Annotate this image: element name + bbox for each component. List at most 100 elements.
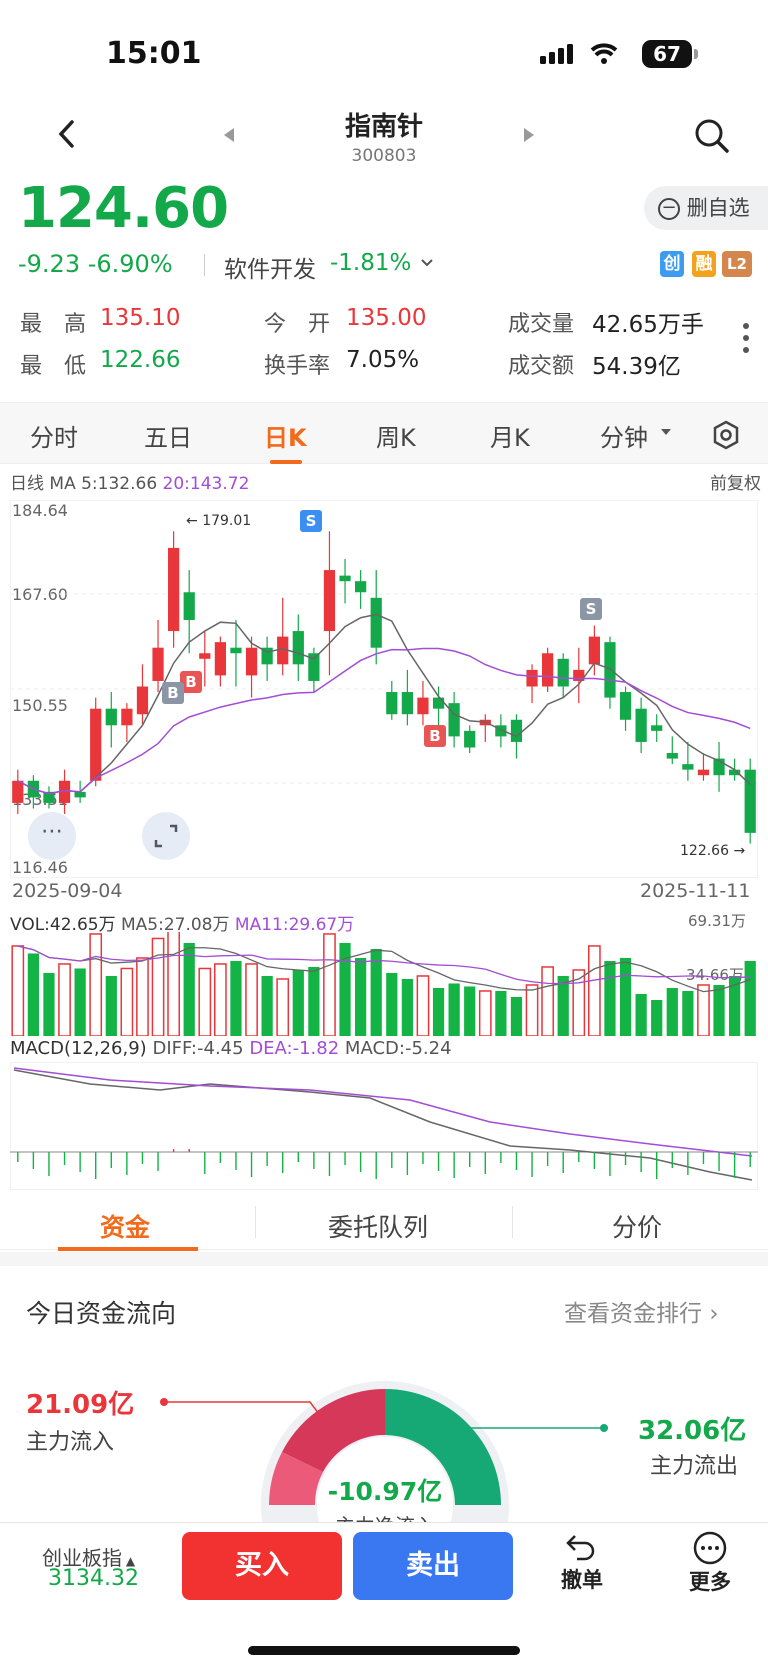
volume-bar: [43, 972, 55, 1036]
candle-body: [230, 647, 242, 654]
more-options-button[interactable]: ⋯: [28, 812, 76, 860]
candle-body: [370, 597, 382, 648]
tab-fund[interactable]: 资金: [100, 1213, 151, 1242]
sell-signal-marker[interactable]: S: [580, 598, 602, 620]
tab-five-day[interactable]: 五日: [144, 424, 192, 452]
candle-body: [744, 769, 756, 833]
volume-bar: [729, 975, 741, 1036]
volume-bar: [151, 937, 165, 1036]
volume-bar: [682, 990, 694, 1036]
cancel-order-label: 撤单: [561, 1568, 603, 1592]
next-stock-icon[interactable]: [522, 127, 536, 143]
candle-body: [682, 764, 694, 770]
candle-body: [199, 653, 211, 659]
expand-icon: [154, 824, 178, 848]
volume-bar: [666, 987, 678, 1036]
flow-leader-lines: [160, 1398, 608, 1443]
volume-bar: [183, 942, 195, 1036]
ma5-line: [17, 613, 751, 795]
amount-label: 成交额: [508, 354, 575, 379]
open-label: 今 开: [264, 312, 331, 337]
candle-body: [12, 780, 24, 803]
caret-down-icon[interactable]: [660, 428, 672, 438]
candle-body: [697, 769, 710, 776]
fund-rank-link[interactable]: 查看资金排行 ›: [564, 1294, 719, 1328]
back-icon[interactable]: [56, 118, 78, 150]
sell-button[interactable]: 卖出: [353, 1532, 513, 1600]
tab-daily-k[interactable]: 日K: [264, 424, 307, 452]
candle-body: [245, 647, 258, 676]
macd-chart[interactable]: [10, 1062, 758, 1190]
diff-line: [13, 1069, 753, 1181]
volume-bar: [432, 987, 445, 1036]
low-value: 122.66: [100, 347, 181, 373]
volume-bar: [11, 945, 25, 1036]
settings-icon[interactable]: [712, 420, 740, 450]
volume-bar: [525, 984, 539, 1036]
candle-body: [58, 780, 71, 803]
macd-params: MACD(12,26,9): [10, 1038, 147, 1059]
candle-body: [43, 791, 55, 803]
adjust-mode[interactable]: 前复权: [710, 474, 761, 494]
volume-bar: [308, 966, 320, 1036]
tab-order-queue[interactable]: 委托队列: [328, 1213, 429, 1242]
candle-body: [448, 703, 460, 737]
volume-bar: [557, 975, 569, 1036]
divider: [255, 1206, 256, 1238]
volume-bar: [58, 963, 71, 1036]
price-change: -9.23 -6.90%: [18, 250, 173, 278]
volume-bar: [245, 963, 258, 1036]
outflow-value: 32.06亿: [638, 1416, 747, 1446]
sector-name[interactable]: 软件开发: [224, 257, 316, 283]
tab-intraday[interactable]: 分时: [30, 424, 78, 452]
index-name[interactable]: 创业板指 ▲: [42, 1542, 135, 1571]
more-vertical-icon[interactable]: [742, 322, 750, 354]
high-value: 135.10: [100, 305, 181, 331]
volume-bar: [120, 967, 134, 1036]
more-button[interactable]: 更多: [680, 1530, 740, 1596]
candle-body: [121, 708, 133, 726]
tab-monthly-k[interactable]: 月K: [490, 424, 530, 452]
sell-signal-marker[interactable]: S: [300, 510, 322, 532]
stock-name: 指南针: [344, 112, 423, 142]
cancel-order-button[interactable]: 撤单: [552, 1532, 612, 1594]
fullscreen-button[interactable]: [142, 812, 190, 860]
tab-price-distribution[interactable]: 分价: [612, 1213, 663, 1242]
ma-legend: 日线 MA 5:132.66 20:143.72: [10, 469, 249, 494]
volume-bar: [478, 990, 492, 1036]
buy-signal-marker[interactable]: B: [424, 725, 446, 747]
candlestick-chart[interactable]: [10, 500, 758, 878]
candle-body: [183, 592, 195, 620]
inflow-small-arc: [269, 1452, 323, 1505]
candle-body: [588, 636, 600, 665]
candle-body: [635, 708, 647, 742]
chevron-down-icon[interactable]: [420, 258, 434, 268]
date-start: 2025-09-04: [12, 880, 123, 902]
volume-bar: [386, 972, 398, 1036]
search-icon[interactable]: [694, 118, 730, 154]
active-fund-tab-indicator: [58, 1247, 198, 1251]
candle-body: [713, 758, 725, 776]
more-circle-icon: [693, 1531, 727, 1565]
status-time: 15:01: [106, 36, 202, 71]
buy-signal-marker[interactable]: B: [180, 671, 202, 693]
volume-chart[interactable]: [10, 932, 758, 1036]
tab-weekly-k[interactable]: 周K: [376, 424, 416, 452]
date-end: 2025-11-11: [640, 880, 751, 902]
candle-body: [417, 697, 429, 715]
prev-stock-icon[interactable]: [222, 127, 236, 143]
vol-max-tick: 69.31万: [688, 912, 746, 930]
buy-button[interactable]: 买入: [182, 1532, 342, 1600]
candle-body: [74, 791, 86, 798]
candle-body: [90, 708, 102, 781]
volume-bar: [464, 986, 476, 1036]
index-value: 3134.32: [48, 1566, 139, 1591]
buy-signal-marker[interactable]: B: [162, 682, 184, 704]
candle-body: [214, 642, 226, 676]
sector-change[interactable]: -1.81%: [330, 250, 412, 276]
tab-minute[interactable]: 分钟: [600, 424, 648, 452]
candle-body: [401, 692, 413, 715]
macd-value: MACD:-5.24: [344, 1038, 452, 1059]
remove-favorite-button[interactable]: − 删自选: [644, 186, 768, 230]
net-inflow-value: -10.97亿: [327, 1477, 443, 1506]
